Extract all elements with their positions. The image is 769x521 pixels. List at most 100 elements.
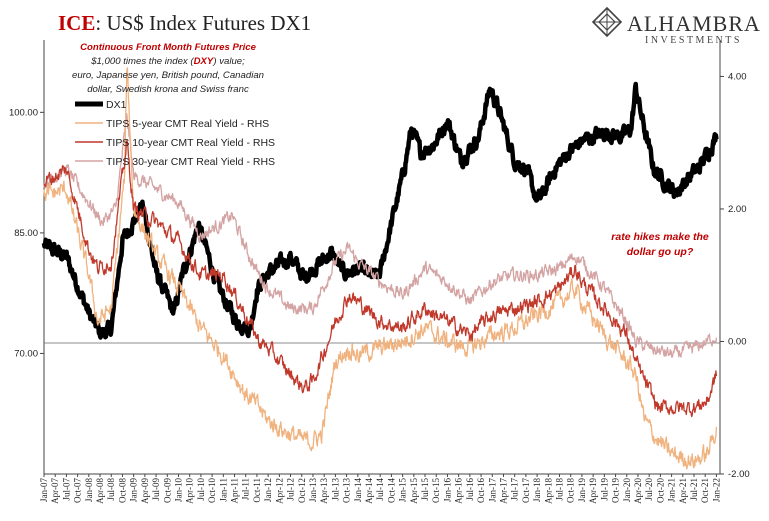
x-tick-label: Jul-16	[465, 478, 475, 501]
right-tick-label: -2.00	[728, 469, 750, 480]
series-tips5	[43, 67, 718, 470]
x-tick-label: Apr-16	[454, 478, 464, 504]
x-tick-label: Oct-17	[521, 478, 531, 503]
annotation-line2: dollar go up?	[627, 246, 694, 258]
alhambra-logo: ALHAMBRA INVESTMENTS	[591, 6, 761, 46]
x-tick-label: Apr-18	[543, 478, 553, 504]
x-tick-label: Apr-17	[498, 478, 508, 504]
x-tick-label: Jul-20	[644, 478, 654, 501]
legend-label: TIPS 10-year CMT Real Yield - RHS	[106, 137, 275, 149]
series-tips10	[43, 139, 718, 418]
x-tick-label: Jul-09	[151, 478, 161, 501]
x-tick-label: Jul-07	[61, 478, 71, 501]
x-tick-label: Oct-16	[476, 478, 486, 503]
x-tick-label: Oct-08	[117, 478, 127, 503]
x-tick-label: Jan-20	[622, 478, 632, 502]
x-tick-label: Apr-09	[140, 478, 150, 504]
logo-sub: INVESTMENTS	[645, 35, 742, 46]
series-tips30	[43, 113, 718, 358]
series-dx1	[41, 81, 719, 340]
x-tick-label: Jul-12	[286, 478, 296, 501]
x-tick-label: Apr-21	[678, 478, 688, 504]
right-tick-label: 2.00	[728, 204, 747, 215]
legend: DX1 TIPS 5-year CMT Real Yield - RHS TIPS …	[75, 99, 275, 168]
right-tick-label: 4.00	[728, 71, 747, 82]
right-tick-label: 0.00	[728, 336, 747, 347]
note-line4: dollar, Swedish krona and Swiss franc	[87, 84, 249, 95]
x-tick-label: Oct-10	[207, 478, 217, 503]
chart-title: ICE: US$ Index Futures DX1	[58, 11, 311, 35]
left-tick-label: 70.00	[14, 348, 38, 359]
x-tick-label: Apr-12	[274, 478, 284, 504]
x-tick-label: Oct-21	[700, 478, 710, 503]
x-tick-label: Oct-15	[431, 478, 441, 503]
x-tick-label: Jul-15	[420, 478, 430, 501]
left-tick-label: 100.00	[9, 107, 38, 118]
series-layer	[41, 67, 719, 470]
legend-label: DX1	[106, 99, 127, 111]
x-tick-label: Jan-16	[442, 478, 452, 502]
title-rest: : US$ Index Futures DX1	[95, 11, 311, 35]
left-axis: 100.00 85.00 70.00	[9, 107, 44, 359]
x-tick-label: Jul-08	[106, 478, 116, 501]
x-tick-label: Jul-11	[241, 478, 251, 500]
x-tick-label: Oct-19	[611, 478, 621, 503]
x-tick-label: Jan-08	[84, 478, 94, 502]
x-tick-label: Apr-14	[364, 478, 374, 504]
x-tick-label: Jul-21	[689, 478, 699, 501]
legend-label: TIPS 30-year CMT Real Yield - RHS	[106, 156, 275, 168]
x-tick-label: Jul-13	[330, 478, 340, 501]
x-tick-label: Jan-11	[218, 478, 228, 502]
annotation: rate hikes make the dollar go up?	[611, 231, 709, 258]
title-prefix: ICE	[58, 11, 95, 35]
x-tick-label: Jan-10	[173, 478, 183, 502]
legend-entry: TIPS 10-year CMT Real Yield - RHS	[75, 137, 275, 149]
annotation-line1: rate hikes make the	[611, 231, 709, 243]
x-tick-label: Jan-07	[39, 478, 49, 502]
x-tick-label: Apr-08	[95, 478, 105, 504]
x-tick-label: Jan-14	[353, 478, 363, 502]
x-tick-label: Apr-15	[409, 478, 419, 504]
legend-entry: TIPS 5-year CMT Real Yield - RHS	[75, 118, 269, 130]
right-axis: 4.00 2.00 0.00 -2.00	[720, 71, 750, 480]
x-tick-label: Oct-13	[342, 478, 352, 503]
x-tick-label: Oct-20	[655, 478, 665, 503]
x-tick-label: Jan-18	[532, 478, 542, 502]
x-tick-label: Oct-14	[386, 478, 396, 503]
x-tick-label: Oct-09	[162, 478, 172, 503]
note-line2: $1,000 times the index (DXY) value;	[90, 56, 245, 67]
logo-name: ALHAMBRA	[627, 11, 761, 36]
legend-label: TIPS 5-year CMT Real Yield - RHS	[106, 118, 269, 130]
x-tick-label: Jan-19	[577, 478, 587, 502]
x-tick-label: Jan-15	[398, 478, 408, 502]
x-tick-label: Jul-18	[555, 478, 565, 501]
x-tick-label: Jan-17	[487, 478, 497, 502]
note-line3: euro, Japanese yen, British pound, Canad…	[72, 70, 264, 81]
x-tick-label: Jan-13	[308, 478, 318, 502]
x-tick-label: Oct-18	[566, 478, 576, 503]
x-tick-label: Jan-09	[129, 478, 139, 502]
x-tick-label: Jul-14	[375, 478, 385, 501]
x-tick-label: Apr-20	[633, 478, 643, 504]
x-tick-label: Jul-10	[196, 478, 206, 501]
logo-mark-icon	[591, 6, 623, 38]
x-tick-label: Jul-17	[510, 478, 520, 501]
x-tick-label: Jul-19	[599, 478, 609, 501]
legend-entry: DX1	[75, 99, 127, 111]
x-tick-label: Apr-10	[185, 478, 195, 504]
x-tick-label: Oct-12	[297, 478, 307, 503]
x-tick-label: Oct-11	[252, 478, 262, 503]
x-tick-label: Apr-11	[230, 478, 240, 503]
x-tick-label: Jan-21	[667, 478, 677, 502]
left-tick-label: 85.00	[14, 228, 38, 239]
x-axis: Jan-07 Apr-07 Jul-07 Oct-07 Jan-08 Apr-08 Jul-…	[39, 474, 721, 504]
x-tick-label: Jan-12	[263, 478, 273, 502]
x-tick-label: Apr-19	[588, 478, 598, 504]
x-tick-label: Jan-22	[711, 478, 721, 502]
x-tick-label: Oct-07	[73, 478, 83, 503]
x-tick-label: Apr-07	[50, 478, 60, 504]
note-line1: Continuous Front Month Futures Price	[80, 42, 257, 53]
x-tick-label: Apr-13	[319, 478, 329, 504]
chart-notes: Continuous Front Month Futures Price $1,…	[72, 42, 264, 95]
